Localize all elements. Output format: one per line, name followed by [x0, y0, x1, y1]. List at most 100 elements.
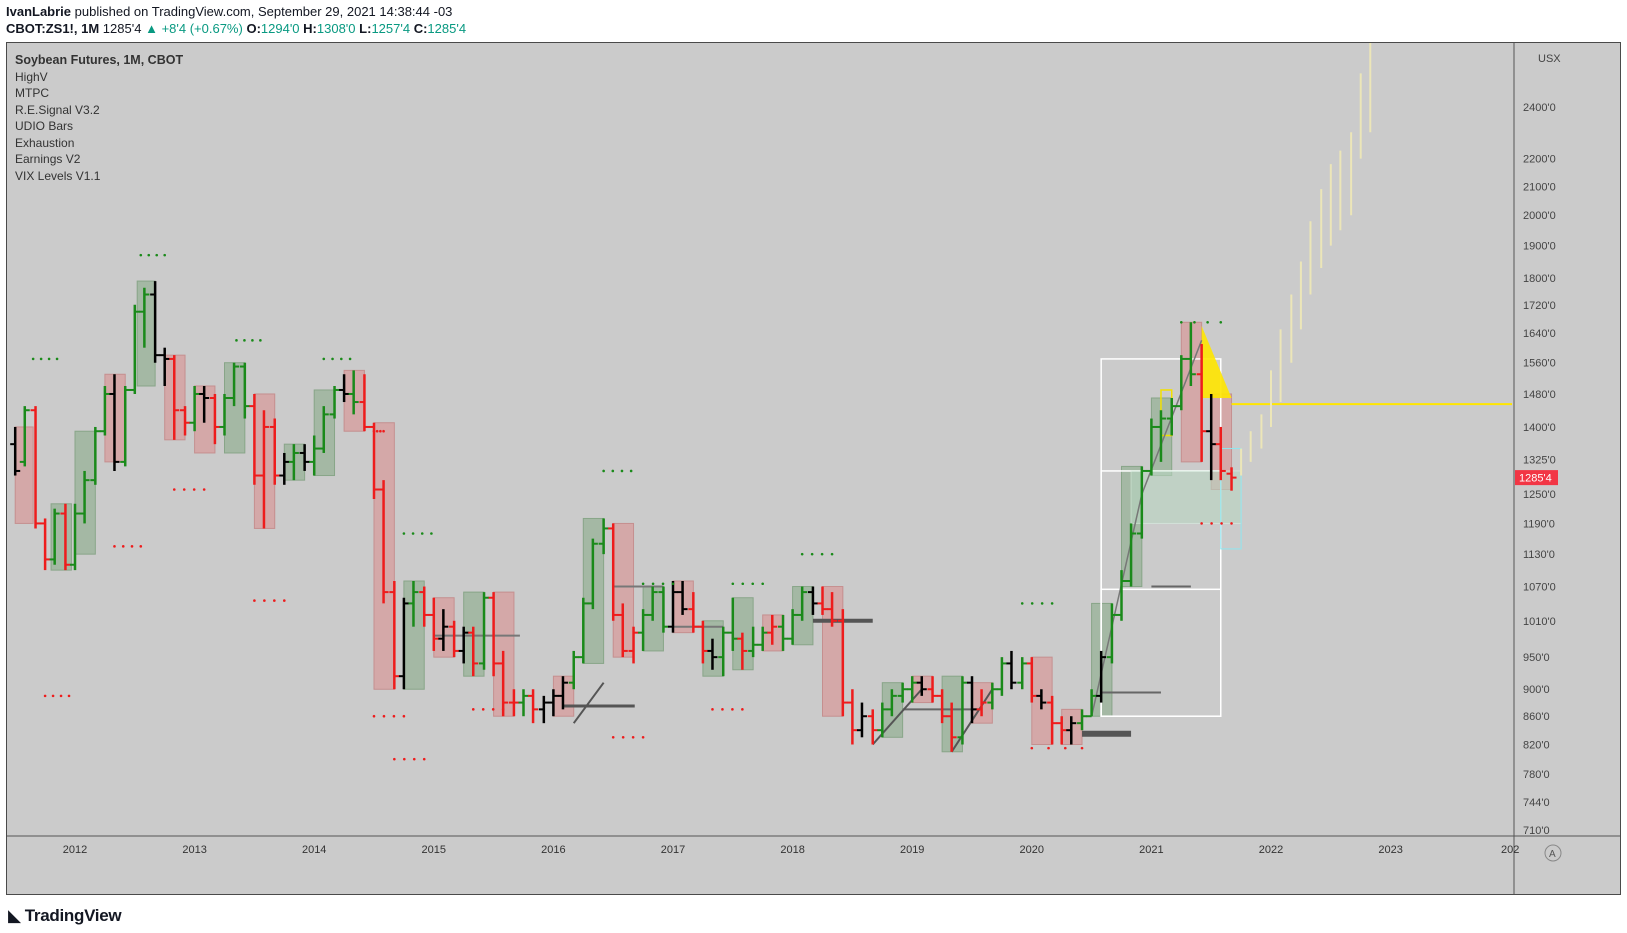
price-bar-103	[1036, 689, 1047, 710]
open-label: O:	[246, 21, 261, 36]
signal-dot	[402, 757, 406, 761]
price-bar-64	[647, 586, 658, 621]
x-tick-label-9: 2021	[1139, 844, 1163, 856]
last-price: 1285'4	[102, 21, 142, 36]
signal-dot	[602, 469, 605, 473]
signal-dot	[67, 694, 71, 698]
price-bar-23	[239, 362, 250, 419]
signal-dot	[51, 694, 55, 698]
signal-dot-row-17	[471, 708, 505, 711]
signal-dot	[810, 552, 814, 556]
y-tick-label-13: 1400'0	[1523, 422, 1556, 434]
price-bar-100	[1006, 650, 1017, 690]
price-bar-35	[359, 374, 370, 432]
price-bar-10	[109, 374, 120, 471]
price-bar-1	[19, 406, 30, 467]
y-tick-label-5: 900'0	[1523, 684, 1550, 696]
published-text: published on TradingView.com, September …	[74, 4, 453, 19]
x-tick-label-7: 2019	[900, 844, 924, 856]
signal-dot	[621, 736, 625, 739]
signal-dot	[430, 532, 433, 535]
signal-dot-row-11	[43, 694, 71, 698]
legend-title[interactable]: Soybean Futures, 1M, CBOT	[15, 53, 184, 67]
price-bar-71	[718, 626, 729, 677]
x-tick-label-3: 2015	[422, 844, 446, 856]
legend-item-exhaustion[interactable]: Exhaustion	[15, 135, 75, 150]
publisher-name[interactable]: IvanLabrie	[6, 4, 72, 19]
signal-dot	[1063, 746, 1067, 750]
chart-canvas[interactable]: 710'0 744'0 780'0 820'0 860'0 900'0 950'0 1010'…	[7, 43, 1620, 894]
signal-dot-row-0	[31, 357, 59, 361]
x-tick-label-0: 2012	[63, 844, 87, 856]
signal-dot	[139, 253, 143, 257]
signal-dot	[501, 708, 505, 711]
legend-item-resignal[interactable]: R.E.Signal V3.2	[15, 102, 100, 117]
price-bar-106	[1066, 716, 1077, 745]
signal-dot	[121, 545, 125, 548]
legend-item-mtpc[interactable]: MTPC	[15, 86, 49, 100]
price-bar-78	[787, 609, 798, 645]
signal-dot	[155, 253, 159, 257]
price-bar-6	[70, 503, 80, 571]
price-bar-60	[608, 523, 619, 621]
legend-item-earnings[interactable]: Earnings V2	[15, 152, 81, 166]
tradingview-logo[interactable]: ◣ TradingView	[8, 906, 122, 926]
signal-dot	[671, 582, 675, 586]
signal-dot-row-3	[322, 357, 352, 361]
symbol: CBOT:ZS1!, 1M	[6, 21, 100, 36]
signal-dot	[411, 532, 415, 535]
price-bar-84	[847, 689, 858, 745]
signal-dot	[420, 532, 424, 535]
price-bar-43	[438, 609, 449, 651]
signal-dot	[59, 694, 63, 698]
price-bar-66	[668, 581, 678, 633]
signal-dot	[611, 736, 615, 739]
signal-dot	[830, 552, 834, 556]
price-bar-51	[518, 689, 529, 717]
signal-dot	[253, 599, 256, 602]
signal-dot-row-18	[611, 736, 645, 739]
signal-dot-row-15	[372, 714, 406, 718]
y-tick-label-12: 1325'0	[1523, 455, 1556, 467]
price-bar-93	[937, 689, 948, 724]
price-bar-42	[428, 597, 439, 651]
y-tick-label-7: 1010'0	[1523, 616, 1556, 628]
price-bar-111	[1116, 570, 1127, 621]
legend-item-udio-bars[interactable]: UDIO Bars	[15, 119, 74, 133]
price-bar-45	[458, 626, 469, 664]
signal-dot	[611, 469, 615, 473]
signal-dot	[393, 757, 396, 761]
price-bar-29	[299, 444, 310, 471]
signal-dot	[1040, 602, 1044, 605]
signal-dot	[259, 339, 262, 342]
signal-dot	[379, 429, 382, 433]
price-bar-86	[867, 709, 878, 745]
currency-label: USX	[1538, 53, 1561, 65]
signal-dot	[481, 708, 485, 711]
price-bar-116	[1166, 397, 1177, 436]
change-value: +8'4 (+0.67%)	[161, 21, 243, 36]
x-tick-label-8: 2020	[1020, 844, 1044, 856]
legend-item-highv[interactable]: HighV	[15, 69, 48, 84]
x-tick-label-2: 2014	[302, 844, 326, 856]
price-bar-19	[199, 386, 210, 423]
legend-item-vix-levels[interactable]: VIX Levels V1.1	[15, 168, 101, 183]
price-bar-68	[688, 592, 699, 633]
price-bar-44	[449, 620, 460, 658]
price-bar-38	[389, 581, 400, 690]
price-bar-25	[258, 410, 269, 529]
signal-dot	[731, 582, 735, 586]
last-price-tag[interactable]	[1515, 470, 1558, 486]
price-bar-96	[967, 676, 977, 724]
open-value: 1294'0	[260, 21, 300, 36]
auto-scale-button[interactable]	[1544, 844, 1562, 862]
x-axis[interactable]: 2012 2013 2014 2015 2016 2017 2018 2019 2020 2021…	[63, 844, 1520, 856]
price-bar-32	[329, 386, 340, 419]
y-axis[interactable]: 710'0 744'0 780'0 820'0 860'0 900'0 950'0 1010'…	[1523, 102, 1556, 837]
signal-dot	[163, 253, 166, 257]
signal-dot-row-19	[711, 708, 744, 711]
price-bar-83	[837, 609, 848, 717]
chart-frame[interactable]: 710'0 744'0 780'0 820'0 860'0 900'0 950'0 1010'…	[6, 42, 1621, 895]
price-bar-114	[1146, 418, 1157, 476]
signal-dot-row-4	[402, 532, 433, 535]
